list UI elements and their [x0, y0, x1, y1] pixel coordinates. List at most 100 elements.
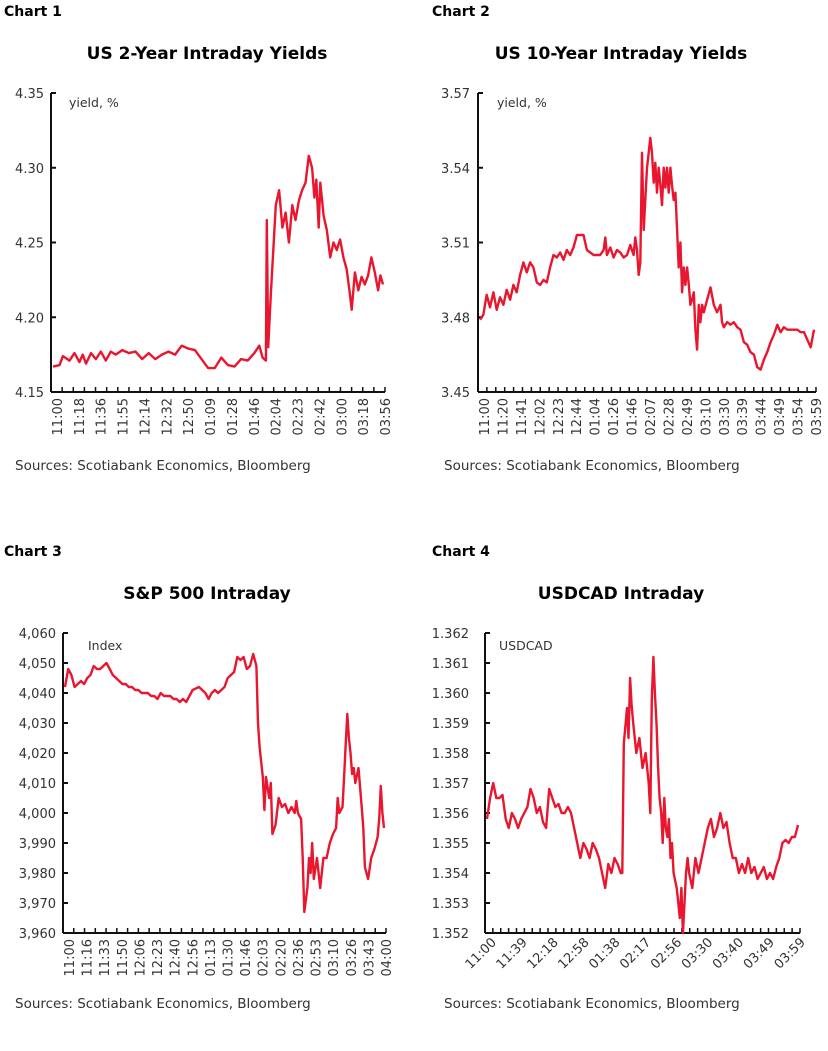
- chart-plot: 4,060 4,050 4,040 4,030 4,020 4,010 4,000 3,990…: [19, 627, 395, 976]
- data-line: [52, 154, 385, 370]
- chart-label: Chart 1: [4, 4, 62, 20]
- y-tick-label: 3.51: [441, 237, 470, 252]
- y-tick-label: 4.20: [15, 311, 44, 326]
- unit-label: Index: [88, 638, 122, 653]
- x-tick-label: 11:33: [98, 939, 113, 976]
- x-tick-label: 01:26: [607, 398, 622, 435]
- y-tick-label: 3,970: [19, 897, 56, 912]
- x-tick-label: 03:59: [772, 935, 809, 972]
- chart-label: Chart 3: [4, 544, 62, 560]
- y-tick-label: 4.25: [15, 237, 44, 252]
- x-tick-label: 11:00: [478, 398, 493, 435]
- data-line: [479, 136, 816, 371]
- y-tick-label: 4.35: [15, 87, 44, 102]
- x-tick-label: 01:04: [589, 398, 604, 435]
- chart-plot: 4.35 4.30 4.25 4.20 4.15 11:00 11:18 11:36 11:55…: [15, 87, 394, 435]
- x-tick-label: 03:54: [792, 398, 807, 435]
- x-tick-label: 01:28: [226, 398, 241, 435]
- x-tick-label: 11:16: [81, 939, 96, 976]
- x-tick-label: 03:39: [736, 398, 751, 435]
- x-tick-label: 02:42: [313, 398, 328, 435]
- x-tick-label: 12:32: [160, 398, 175, 435]
- x-tick-label: 02:49: [681, 398, 696, 435]
- y-tick-label: 4.15: [15, 386, 44, 401]
- x-tick-label: 02:28: [662, 398, 677, 435]
- chart-plot: 3.57 3.54 3.51 3.48 3.45 11:00 11:20 11:41 12:02…: [441, 87, 825, 435]
- x-tick-label: 03:56: [379, 398, 394, 435]
- x-tick-label: 03:49: [773, 398, 788, 435]
- y-tick-label: 1.358: [432, 747, 469, 762]
- x-tick-label: 12:50: [182, 398, 197, 435]
- x-tick-label: 02:03: [257, 939, 272, 976]
- y-tick-label: 3,960: [19, 927, 56, 942]
- x-tick-label: 11:50: [116, 939, 131, 976]
- y-tick-label: 1.362: [432, 627, 469, 642]
- x-tick-label: 11:18: [73, 398, 88, 435]
- x-tick-label: 01:46: [626, 398, 641, 435]
- x-tick-label: 12:40: [169, 939, 184, 976]
- x-tick-label: 03:18: [357, 398, 372, 435]
- x-tick-label: 12:44: [570, 398, 585, 435]
- x-tick-label: 03:40: [710, 935, 747, 972]
- x-tick-label: 02:53: [310, 939, 325, 976]
- x-tick-label: 11:39: [494, 935, 531, 972]
- source-note: Sources: Scotiabank Economics, Bloomberg: [444, 996, 740, 1012]
- unit-label: yield, %: [497, 95, 547, 110]
- x-tick-label: 12:23: [552, 398, 567, 435]
- x-tick-label: 12:14: [138, 398, 153, 435]
- y-tick-label: 4,050: [19, 657, 56, 672]
- y-tick-label: 4.30: [15, 162, 44, 177]
- unit-label: yield, %: [69, 95, 119, 110]
- y-tick-label: 3,990: [19, 837, 56, 852]
- x-tick-label: 01:46: [248, 398, 263, 435]
- x-tick-label: 01:13: [204, 939, 219, 976]
- x-tick-label: 12:06: [133, 939, 148, 976]
- y-tick-label: 3.57: [441, 87, 470, 102]
- chart-label: Chart 4: [432, 544, 490, 560]
- x-tick-label: 11:41: [515, 398, 530, 435]
- x-tick-label: 01:30: [222, 939, 237, 976]
- chart-panel-1: Chart 1 US 2-Year Intraday Yields 4.35 4.…: [0, 0, 414, 511]
- y-tick-label: 1.359: [432, 717, 469, 732]
- y-tick-label: 3.54: [441, 162, 470, 177]
- y-tick-label: 4,030: [19, 717, 56, 732]
- y-tick-label: 1.352: [432, 927, 469, 942]
- x-tick-label: 02:17: [617, 935, 654, 972]
- x-tick-label: 03:59: [810, 398, 825, 435]
- y-tick-label: 1.361: [432, 657, 469, 672]
- x-tick-label: 12:18: [525, 935, 562, 972]
- y-tick-label: 3.45: [441, 386, 470, 401]
- y-tick-label: 3.48: [441, 311, 470, 326]
- x-tick-label: 12:56: [186, 939, 201, 976]
- y-tick-label: 4,010: [19, 777, 56, 792]
- x-tick-label: 11:20: [496, 398, 511, 435]
- x-tick-label: 03:44: [755, 398, 770, 435]
- x-tick-label: 11:55: [117, 398, 132, 435]
- source-note: Sources: Scotiabank Economics, Bloomberg: [444, 458, 740, 474]
- data-line: [485, 655, 800, 935]
- x-tick-label: 01:09: [204, 398, 219, 435]
- source-note: Sources: Scotiabank Economics, Bloomberg: [15, 458, 311, 474]
- x-tick-label: 01:38: [586, 935, 623, 972]
- chart-title: USDCAD Intraday: [537, 584, 705, 604]
- x-tick-label: 12:23: [151, 939, 166, 976]
- y-tick-label: 4,060: [19, 627, 56, 642]
- chart-panel-4: Chart 4 USDCAD Intraday 1.362 1.361 1.360 1…: [414, 540, 828, 1051]
- y-tick-label: 4,020: [19, 747, 56, 762]
- x-tick-label: 02:23: [292, 398, 307, 435]
- chart-plot: 1.362 1.361 1.360 1.359 1.358 1.357 1.356 1.355…: [432, 627, 809, 972]
- chart-title: US 2-Year Intraday Yields: [86, 44, 328, 64]
- x-tick-label: 02:56: [648, 935, 685, 972]
- y-tick-label: 1.357: [432, 777, 469, 792]
- x-tick-label: 02:04: [270, 398, 285, 435]
- x-tick-label: 12:58: [555, 935, 592, 972]
- x-tick-label: 03:30: [679, 935, 716, 972]
- x-tick-label: 03:49: [741, 935, 778, 972]
- x-tick-label: 03:43: [362, 939, 377, 976]
- data-line: [63, 652, 386, 914]
- x-tick-label: 03:00: [335, 398, 350, 435]
- chart-panel-2: Chart 2 US 10-Year Intraday Yields 3.57 3…: [414, 0, 828, 511]
- y-tick-label: 4,040: [19, 687, 56, 702]
- chart-panel-3: Chart 3 S&P 500 Intraday 4,060 4,050 4,040…: [0, 540, 414, 1051]
- x-tick-label: 11:00: [51, 398, 66, 435]
